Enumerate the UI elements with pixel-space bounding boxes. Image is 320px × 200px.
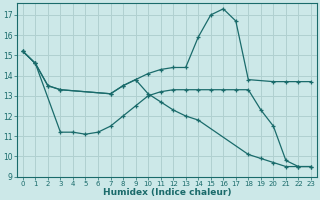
X-axis label: Humidex (Indice chaleur): Humidex (Indice chaleur)	[103, 188, 231, 197]
